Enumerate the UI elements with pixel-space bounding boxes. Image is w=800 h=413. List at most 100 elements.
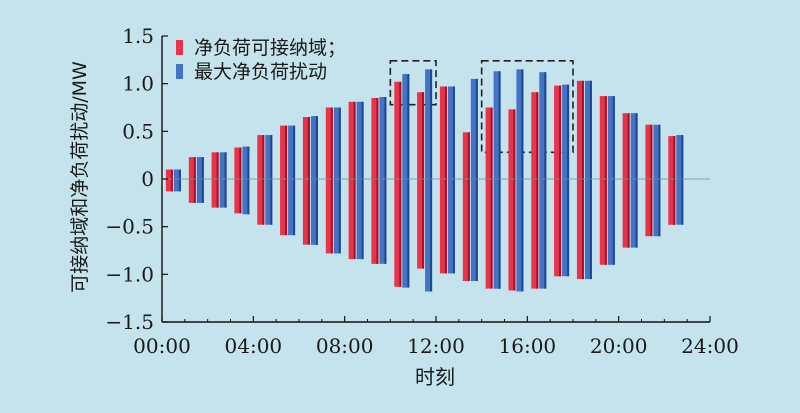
bar-edge-red-7: [330, 107, 333, 254]
bar-edge-blue-8: [361, 101, 364, 260]
bar-red-22: [668, 136, 676, 225]
bar-blue-22: [676, 135, 684, 225]
bar-blue-6: [310, 116, 318, 245]
bar-edge-blue-4: [270, 135, 273, 225]
bar-edge-red-19: [604, 96, 607, 265]
legend-swatch-red: [176, 40, 183, 55]
bar-red-4: [257, 135, 265, 225]
bar-blue-4: [265, 135, 273, 225]
bar-edge-blue-19: [612, 96, 615, 265]
bar-red-18: [576, 80, 584, 280]
bar-edge-blue-2: [224, 152, 227, 208]
x-tick-label: 24:00: [681, 334, 739, 358]
bar-blue-18: [584, 80, 592, 280]
bar-edge-red-12: [444, 86, 447, 274]
bar-blue-3: [242, 146, 250, 215]
bar-red-7: [325, 107, 333, 254]
bar-edge-blue-15: [521, 69, 524, 292]
y-tick-label: −0.5: [105, 215, 154, 239]
y-tick-label: 1.5: [122, 24, 154, 48]
bars: [165, 69, 684, 292]
bar-blue-1: [196, 157, 204, 203]
bar-edge-red-5: [285, 125, 288, 236]
bar-edge-blue-16: [544, 72, 547, 289]
x-tick-label: 04:00: [225, 334, 283, 358]
bar-blue-2: [219, 152, 227, 208]
legend-swatch-blue: [176, 64, 183, 79]
bar-edge-blue-13: [475, 78, 478, 282]
bar-blue-11: [425, 69, 433, 292]
bar-red-2: [211, 152, 219, 208]
bar-edge-red-13: [467, 132, 470, 281]
bar-red-0: [165, 169, 173, 192]
highlight-box-0: [389, 59, 437, 106]
bar-edge-red-9: [376, 98, 379, 264]
x-tick-label: 00:00: [133, 334, 191, 358]
bar-red-1: [188, 157, 196, 203]
bar-red-21: [645, 124, 653, 237]
bar-edge-blue-3: [247, 146, 250, 215]
x-tick-label: 20:00: [590, 334, 648, 358]
legend-label-red: 净负荷可接纳域；: [194, 37, 346, 59]
bar-edge-blue-21: [658, 124, 661, 237]
x-tick-label: 12:00: [407, 334, 465, 358]
bar-red-3: [234, 147, 242, 214]
bar-edge-red-21: [650, 124, 653, 237]
bar-blue-20: [630, 113, 638, 248]
bar-edge-red-1: [193, 157, 196, 203]
highlight-box-1: [480, 59, 574, 154]
bar-edge-red-3: [239, 147, 242, 214]
bar-red-17: [554, 85, 562, 277]
y-tick-label: 0.5: [122, 119, 154, 143]
bar-edge-blue-5: [293, 125, 296, 236]
bar-red-5: [280, 125, 288, 236]
bar-blue-9: [379, 97, 387, 264]
bar-edge-blue-7: [338, 107, 341, 254]
bar-red-12: [439, 86, 447, 274]
bar-red-16: [531, 92, 539, 289]
bar-edge-blue-12: [452, 86, 455, 274]
bar-red-19: [599, 96, 607, 265]
bar-blue-21: [653, 124, 661, 237]
legend-label-blue: 最大净负荷扰动: [194, 61, 327, 83]
bar-edge-red-14: [490, 107, 493, 289]
bar-edge-red-15: [513, 109, 516, 291]
bar-red-20: [622, 113, 630, 248]
bar-edge-red-0: [170, 169, 173, 192]
bar-edge-red-8: [353, 101, 356, 260]
bar-edge-blue-6: [315, 116, 318, 245]
bar-blue-8: [356, 101, 364, 260]
bar-edge-blue-20: [635, 113, 638, 248]
y-tick-label: −1.0: [105, 262, 154, 286]
bar-edge-red-2: [216, 152, 219, 208]
bar-red-15: [508, 109, 516, 291]
bar-blue-13: [470, 78, 478, 282]
x-tick-label: 08:00: [316, 334, 374, 358]
bar-blue-14: [493, 71, 501, 289]
bar-edge-blue-11: [430, 69, 433, 292]
bar-edge-red-6: [307, 117, 310, 245]
bar-blue-12: [447, 86, 455, 274]
bar-blue-7: [333, 107, 341, 254]
bar-blue-10: [402, 74, 410, 288]
y-tick-label: 1.0: [122, 72, 154, 96]
bar-red-14: [485, 107, 493, 289]
bar-red-6: [302, 117, 310, 245]
bar-blue-5: [288, 125, 296, 236]
bar-edge-red-18: [581, 80, 584, 280]
x-axis-label: 时刻: [415, 365, 455, 389]
highlight-boxes: [389, 59, 574, 154]
bar-blue-17: [562, 84, 570, 277]
bar-edge-red-16: [536, 92, 539, 289]
bar-edge-red-22: [673, 136, 676, 225]
bar-blue-0: [173, 169, 181, 192]
legend: 净负荷可接纳域；最大净负荷扰动: [176, 37, 346, 83]
bar-red-8: [348, 101, 356, 260]
bar-edge-blue-18: [589, 80, 592, 280]
bar-red-9: [371, 98, 379, 264]
bar-red-11: [417, 92, 425, 269]
bar-edge-red-20: [627, 113, 630, 248]
bar-red-13: [462, 132, 470, 281]
